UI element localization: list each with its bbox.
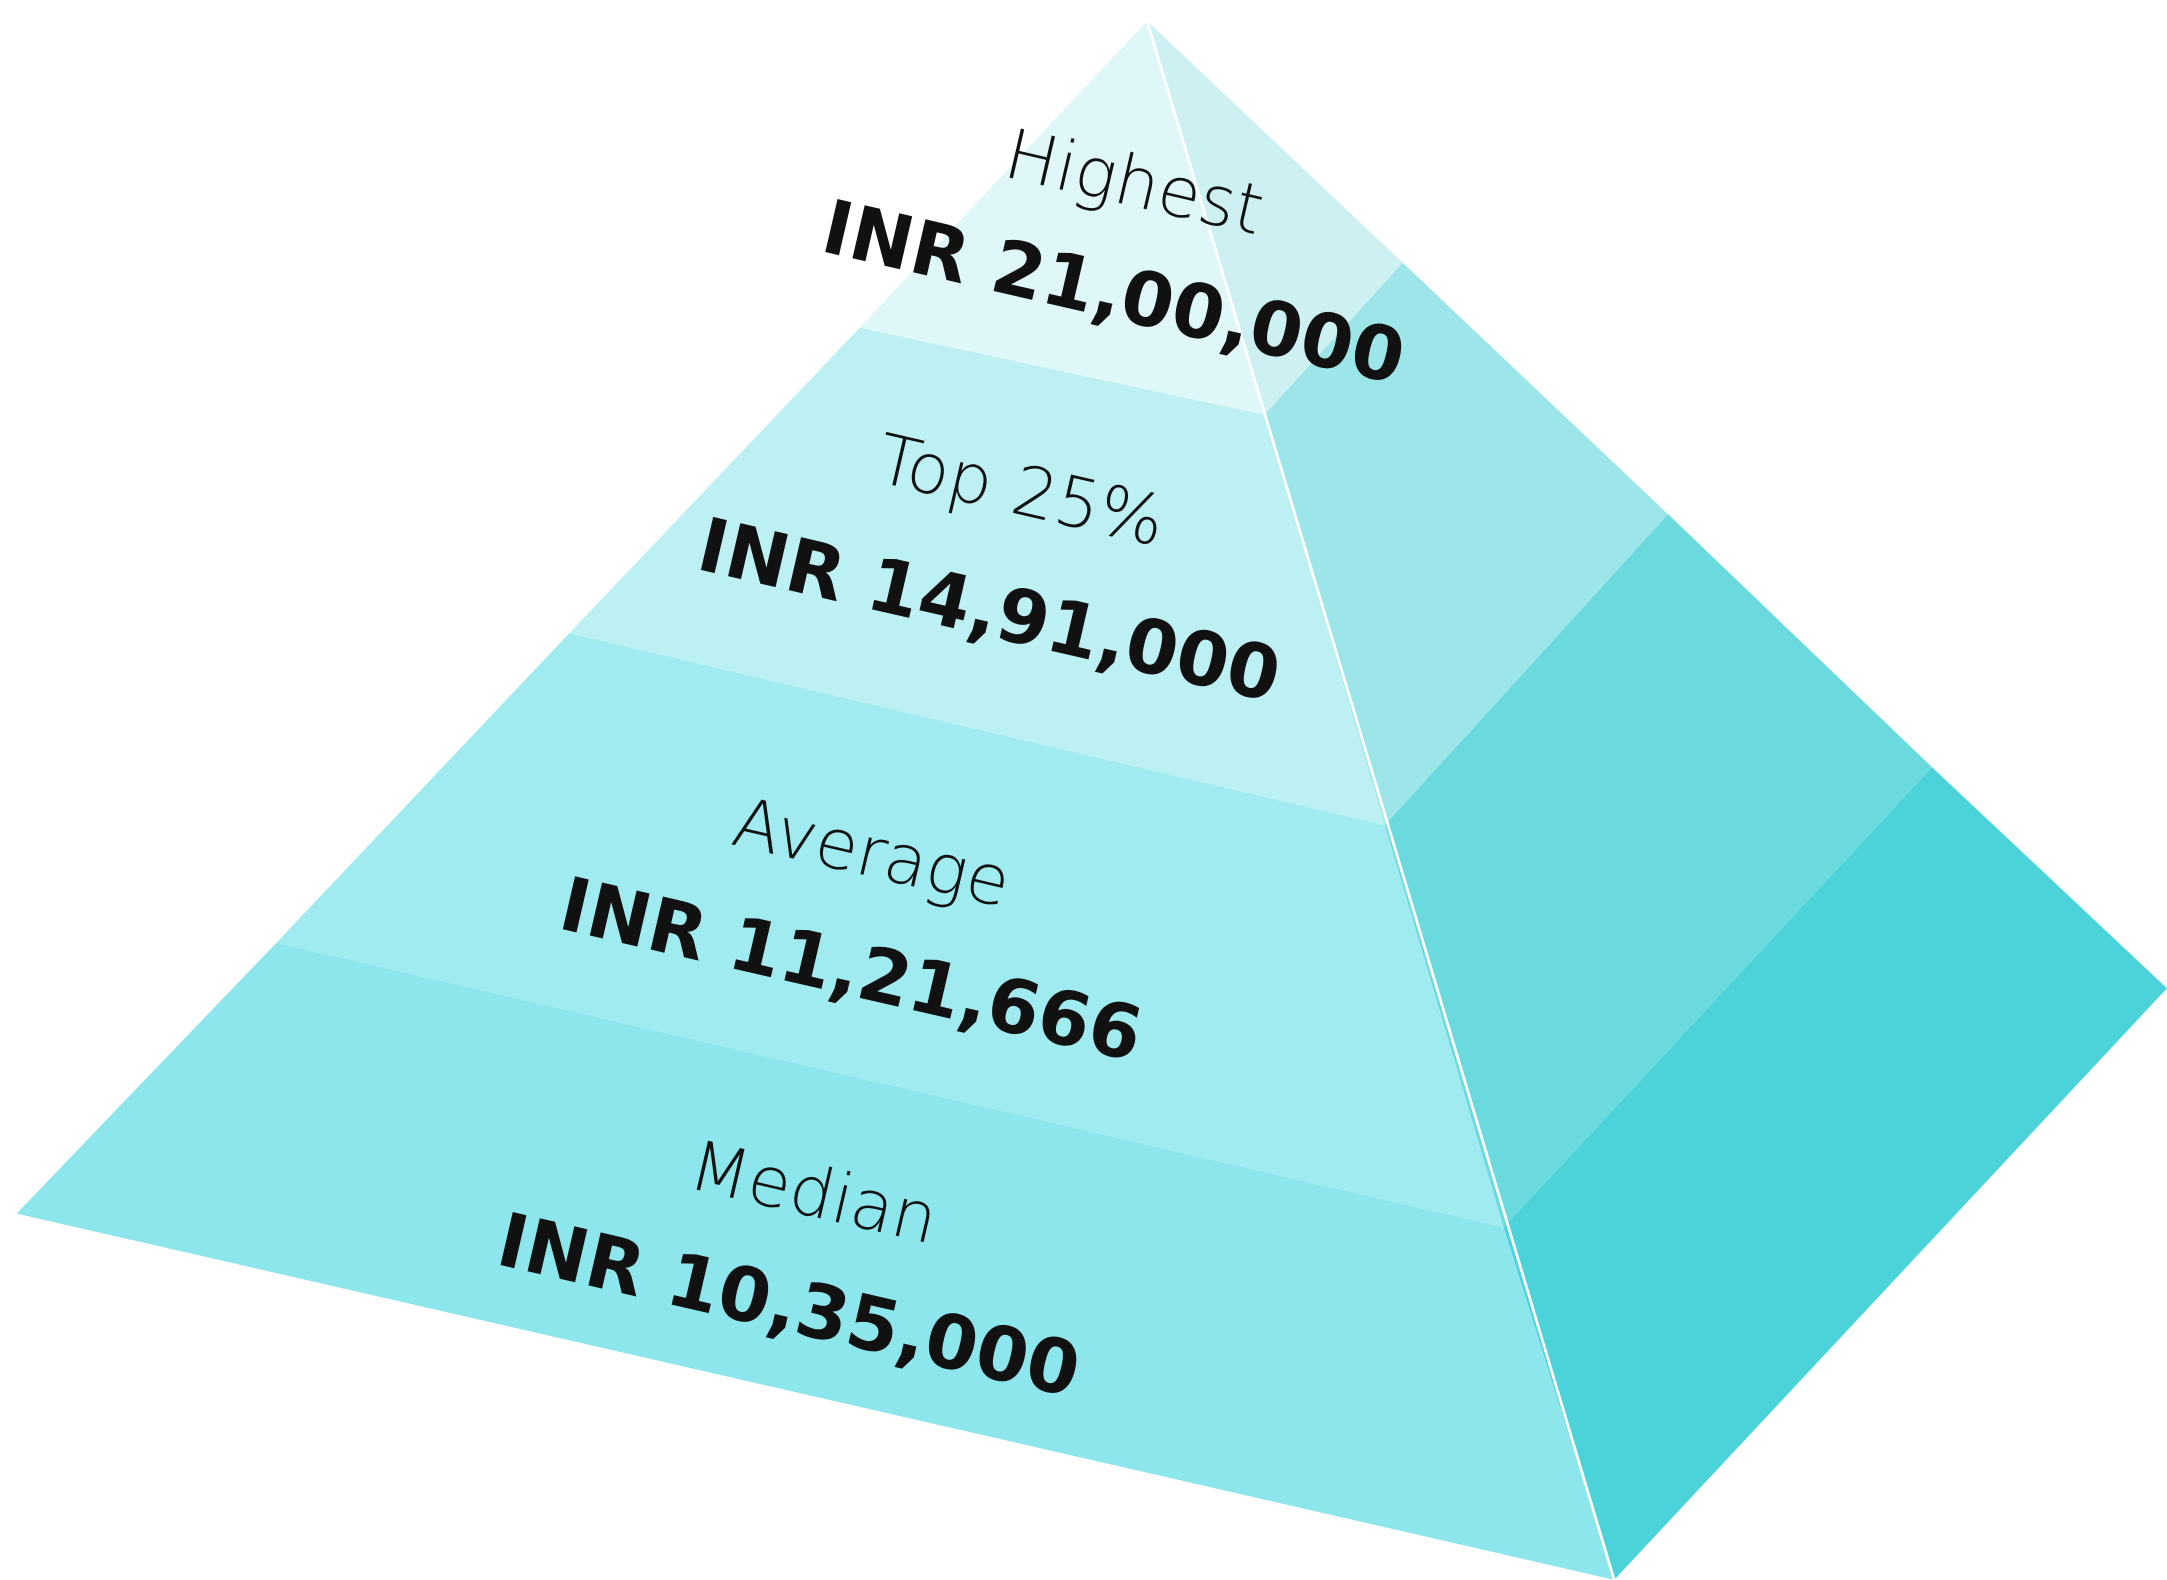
right-face-band xyxy=(1147,20,1403,415)
right-face-band xyxy=(1264,262,1669,826)
right-face-band xyxy=(1384,514,1933,1228)
front-face-band xyxy=(16,942,1615,1580)
right-face-band xyxy=(1503,767,2167,1580)
front-face-band xyxy=(569,327,1385,826)
front-face-band xyxy=(859,20,1265,415)
front-edge xyxy=(1145,20,1616,1580)
front-face-band xyxy=(276,633,1504,1228)
